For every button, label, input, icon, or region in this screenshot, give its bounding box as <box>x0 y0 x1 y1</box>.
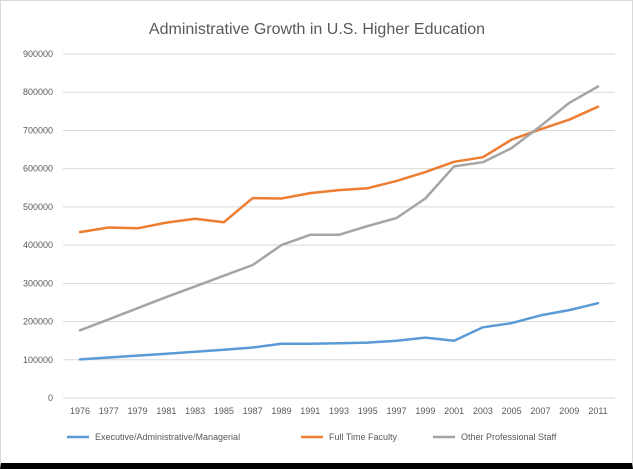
y-tick-label: 600000 <box>23 164 53 174</box>
gridlines <box>63 53 615 399</box>
x-tick-label: 1981 <box>156 406 176 416</box>
x-tick-label: 2005 <box>502 406 522 416</box>
x-tick-label: 2001 <box>444 406 464 416</box>
y-tick-label: 800000 <box>23 87 53 97</box>
x-tick-label: 2009 <box>559 406 579 416</box>
x-tick-label: 1997 <box>387 406 407 416</box>
x-tick-label: 1979 <box>128 406 148 416</box>
y-tick-label: 500000 <box>23 202 53 212</box>
x-tick-label: 1987 <box>243 406 263 416</box>
x-tick-label: 2007 <box>530 406 550 416</box>
y-tick-label: 400000 <box>23 240 53 250</box>
legend-label-3: Other Professional Staff <box>461 432 557 442</box>
series-lines <box>78 85 600 361</box>
series-line-2 <box>78 105 600 234</box>
x-tick-label: 2003 <box>473 406 493 416</box>
x-tick-label: 1976 <box>70 406 90 416</box>
x-tick-label: 1985 <box>214 406 234 416</box>
y-tick-label: 700000 <box>23 125 53 135</box>
legend-label-1: Executive/Administrative/Managerial <box>95 432 240 442</box>
x-tick-label: 1989 <box>271 406 291 416</box>
x-tick-label: 2011 <box>588 406 607 416</box>
legend: Executive/Administrative/Managerial Full … <box>67 432 557 442</box>
y-tick-label: 0 <box>48 393 53 403</box>
y-tick-label: 900000 <box>23 49 53 59</box>
x-tick-label: 1983 <box>185 406 205 416</box>
series-line-3 <box>78 85 600 332</box>
y-axis: 0 100000 200000 300000 400000 500000 600000 700… <box>23 49 53 403</box>
x-tick-label: 1999 <box>415 406 435 416</box>
legend-label-2: Full Time Faculty <box>329 432 398 442</box>
x-tick-label: 1993 <box>329 406 349 416</box>
x-axis: 1976 1977 1979 1981 1983 1985 1987 1989 1991 1993… <box>70 406 608 416</box>
series-line-1 <box>78 301 600 361</box>
y-tick-label: 200000 <box>23 317 53 327</box>
chart-title: Administrative Growth in U.S. Higher Edu… <box>149 21 485 38</box>
y-tick-label: 300000 <box>23 278 53 288</box>
y-tick-label: 100000 <box>23 355 53 365</box>
x-tick-label: 1977 <box>99 406 119 416</box>
x-tick-label: 1991 <box>300 406 320 416</box>
x-tick-label: 1995 <box>358 406 378 416</box>
